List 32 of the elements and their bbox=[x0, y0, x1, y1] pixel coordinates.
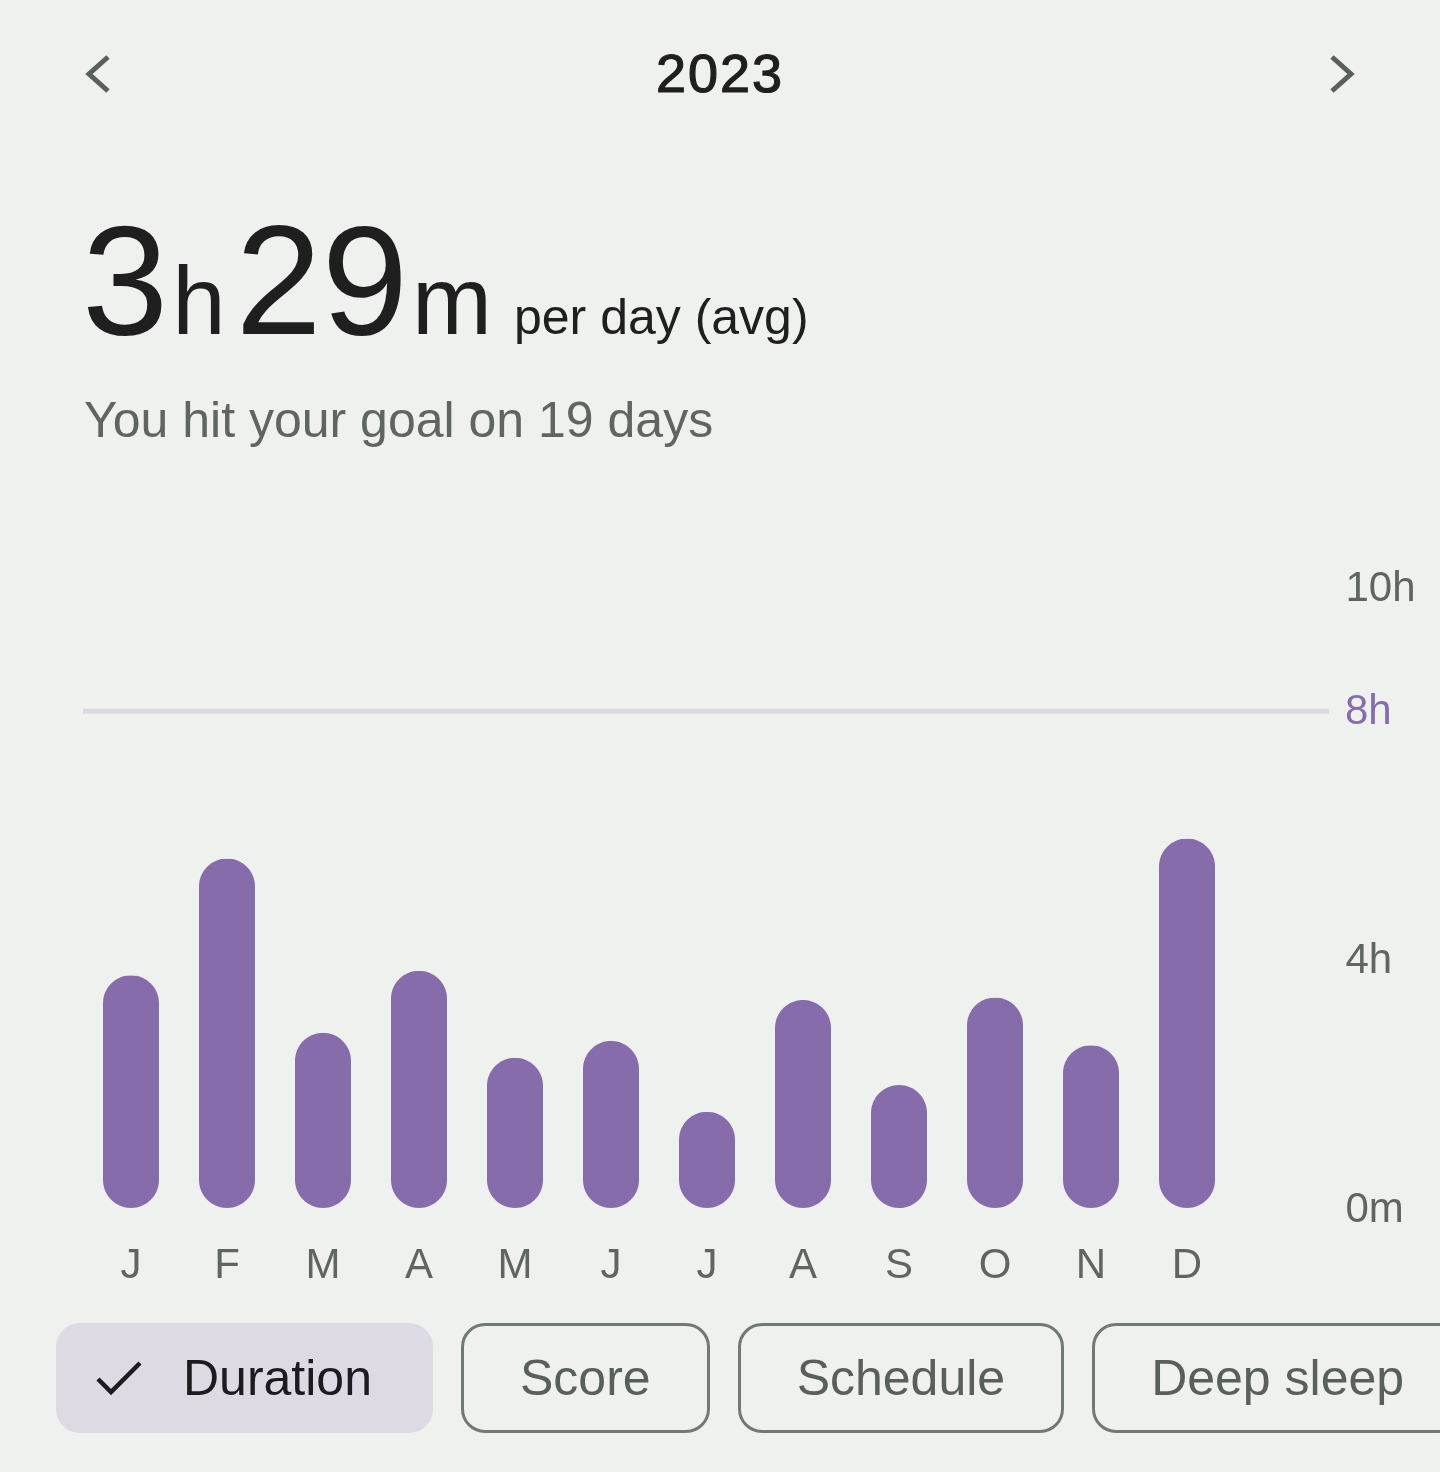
x-tick-label: F bbox=[214, 1239, 240, 1287]
x-tick-label: M bbox=[497, 1239, 533, 1287]
x-tick-label: N bbox=[1075, 1239, 1107, 1287]
bar bbox=[199, 858, 255, 1208]
filter-chip: Schedule bbox=[737, 1323, 1065, 1433]
y-tick-label: 4h bbox=[1345, 935, 1393, 983]
filter-chip: Score bbox=[461, 1323, 710, 1433]
x-tick-label: D bbox=[1171, 1239, 1203, 1287]
x-tick-label: M bbox=[305, 1239, 341, 1287]
chart-title: 2023 bbox=[654, 43, 786, 103]
bar bbox=[1159, 838, 1215, 1208]
chart-subtitle: 3h29m per day (avg) bbox=[82, 194, 809, 367]
x-tick-label: J bbox=[120, 1239, 142, 1287]
bar bbox=[967, 997, 1023, 1208]
text: You hit your goal on 19 days bbox=[84, 392, 714, 448]
bar bbox=[583, 1040, 639, 1208]
y-tick-label: 0m bbox=[1345, 1183, 1404, 1231]
x-tick-label: A bbox=[788, 1239, 818, 1287]
bar bbox=[295, 1032, 351, 1208]
x-tick-label: J bbox=[600, 1239, 622, 1287]
bar bbox=[103, 975, 159, 1208]
x-tick-label: S bbox=[884, 1239, 914, 1287]
ref-line-label: 8h bbox=[1345, 686, 1392, 734]
x-tick-label: O bbox=[978, 1239, 1012, 1287]
x-tick-label: A bbox=[404, 1239, 434, 1287]
y-tick-label: 10h bbox=[1345, 562, 1416, 610]
bar bbox=[391, 970, 447, 1208]
filter-chip: Deep sleep bbox=[1092, 1323, 1440, 1433]
bar bbox=[775, 999, 831, 1208]
x-tick-label: J bbox=[696, 1239, 718, 1287]
bar bbox=[1063, 1045, 1119, 1208]
filter-chip: Duration bbox=[56, 1323, 433, 1433]
